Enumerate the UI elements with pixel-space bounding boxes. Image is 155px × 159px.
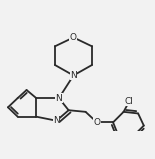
Text: O: O bbox=[93, 118, 100, 127]
Text: N: N bbox=[53, 116, 60, 125]
Text: N: N bbox=[70, 71, 77, 80]
Text: Cl: Cl bbox=[125, 97, 134, 106]
Text: N: N bbox=[55, 94, 62, 103]
Text: O: O bbox=[70, 33, 77, 42]
